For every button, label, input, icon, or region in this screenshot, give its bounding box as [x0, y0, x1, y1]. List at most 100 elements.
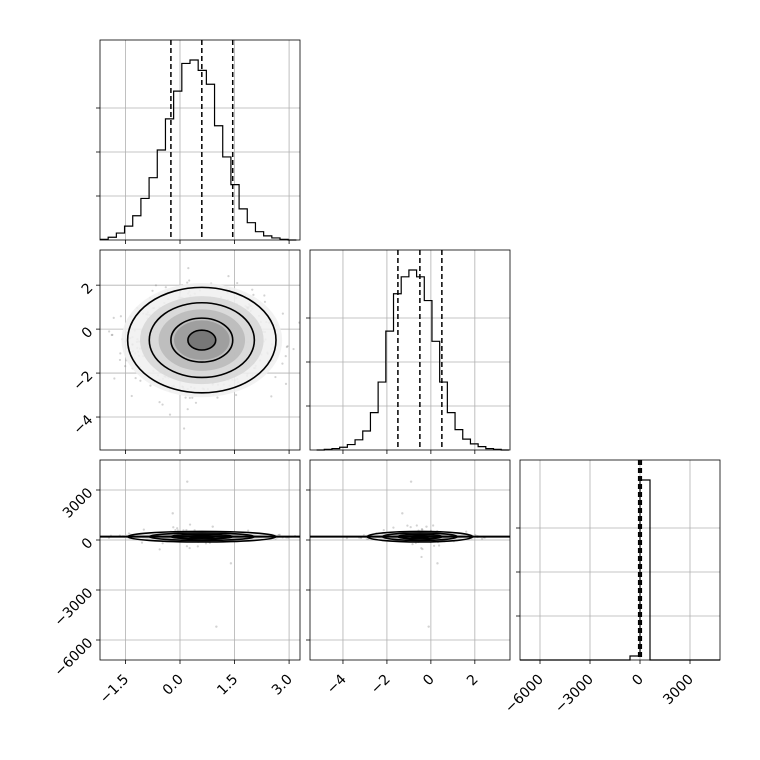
x-tick-label: 3.0 [269, 672, 296, 699]
scatter-point [151, 289, 154, 292]
scatter-point [480, 537, 484, 540]
scatter-point [172, 526, 175, 529]
scatter-point [421, 528, 424, 531]
scatter-point [270, 395, 273, 398]
scatter-point [420, 547, 423, 550]
y-tick-label: 0 [79, 535, 97, 553]
scatter-point [186, 480, 189, 483]
x-tick-label: −1.5 [97, 672, 132, 707]
panel-frame [99, 249, 301, 451]
density-level [187, 330, 216, 350]
scatter-point [188, 396, 191, 400]
x-tick-label: −4 [324, 671, 350, 697]
scatter-point [401, 512, 404, 515]
scatter-point [118, 358, 122, 362]
scatter-point [113, 377, 116, 380]
scatter-point [127, 532, 131, 535]
contour-line [187, 329, 217, 351]
scatter-point [142, 528, 145, 531]
histogram-line [316, 269, 509, 451]
scatter-point [427, 625, 430, 628]
scatter-point [436, 562, 439, 565]
scatter-point [110, 333, 113, 337]
scatter-panel-1-2: −4 −2 0 2 [306, 459, 515, 698]
scatter-point [119, 352, 122, 355]
scatter-point [251, 288, 254, 291]
y-tick-label: 0 [79, 324, 97, 342]
scatter-point [274, 375, 277, 379]
grid [100, 460, 300, 660]
scatter-points [310, 480, 515, 628]
grid [310, 250, 510, 450]
scatter-point [93, 314, 95, 316]
scatter-point [124, 365, 127, 368]
x-tick-label: 0.0 [160, 672, 187, 699]
scatter-point [184, 396, 187, 399]
scatter-point [235, 393, 238, 397]
scatter-point [188, 523, 192, 526]
histogram-panel-0 [96, 39, 301, 244]
histogram-panel-1 [306, 249, 511, 454]
scatter-point [158, 548, 161, 551]
scatter-point [186, 281, 189, 284]
scatter-point [281, 362, 284, 365]
scatter-point [154, 284, 158, 287]
scatter-point [216, 396, 219, 399]
scatter-point [281, 312, 284, 315]
panel-frame [309, 459, 511, 661]
y-tick-label: 3000 [60, 485, 97, 522]
x-tick-label: −3000 [552, 672, 597, 717]
grid [520, 460, 720, 660]
scatter-point [263, 300, 267, 303]
scatter-point [406, 524, 409, 527]
scatter-point [227, 275, 230, 278]
scatter-point [284, 355, 287, 358]
scatter-point [164, 286, 167, 289]
x-tick-label: 2 [464, 672, 482, 690]
scatter-point [247, 529, 250, 532]
x-tick-label: 0 [420, 672, 438, 690]
scatter-point [392, 526, 395, 529]
scatter-point [285, 345, 288, 349]
scatter-point [425, 525, 428, 528]
scatter-panel-0-2: −1.5 0.0 1.5 3.0 −6000 −3000 0 3000 [52, 459, 301, 707]
scatter-point [415, 524, 418, 527]
histogram-panel-2: −6000 −3000 0 3000 [502, 459, 721, 717]
scatter-point [185, 528, 188, 532]
scatter-point [112, 316, 115, 319]
scatter-point [437, 544, 441, 547]
scatter-points [96, 480, 300, 628]
scatter-point [513, 536, 515, 538]
scatter-point [194, 401, 198, 404]
scatter-point [130, 394, 133, 398]
y-tick-label: −6000 [52, 635, 97, 680]
scatter-point [196, 545, 199, 548]
scatter-point [286, 345, 289, 348]
histogram-line [100, 59, 297, 241]
scatter-point [191, 396, 194, 399]
scatter-point [263, 294, 266, 297]
scatter-point [176, 527, 179, 530]
x-tick-label: −6000 [502, 672, 547, 717]
contour-line [148, 301, 256, 379]
scatter-point [433, 544, 436, 547]
scatter-point [161, 403, 164, 406]
scatter-point [161, 542, 164, 545]
scatter-point [134, 376, 137, 380]
x-tick-label: −2 [368, 672, 394, 698]
panel-frame [99, 459, 301, 661]
scatter-point [409, 480, 413, 483]
scatter-point [182, 427, 186, 430]
scatter-panel-0-1: −4 −2 0 2 [70, 249, 301, 454]
scatter-point [96, 537, 98, 539]
scatter-point [432, 524, 435, 527]
scatter-point [204, 542, 208, 545]
scatter-point [420, 528, 424, 531]
scatter-point [171, 512, 174, 515]
y-tick-label: −3000 [52, 585, 97, 630]
scatter-points [93, 267, 300, 430]
scatter-point [174, 528, 177, 532]
scatter-point [409, 526, 412, 529]
scatter-point [211, 525, 214, 528]
